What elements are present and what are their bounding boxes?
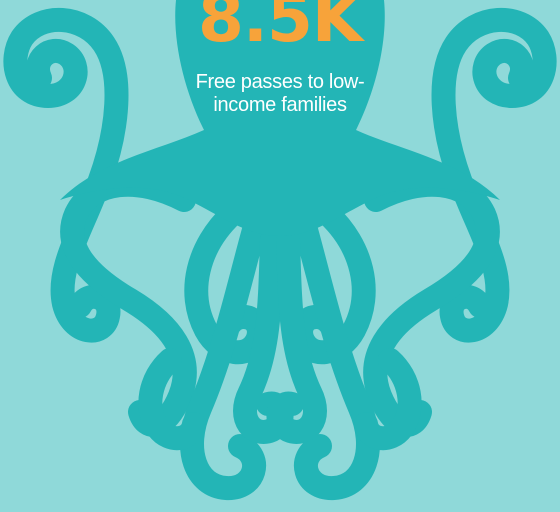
stat-caption: Free passes to low-income families (195, 71, 365, 116)
stat-value: 8.5K (197, 0, 363, 57)
